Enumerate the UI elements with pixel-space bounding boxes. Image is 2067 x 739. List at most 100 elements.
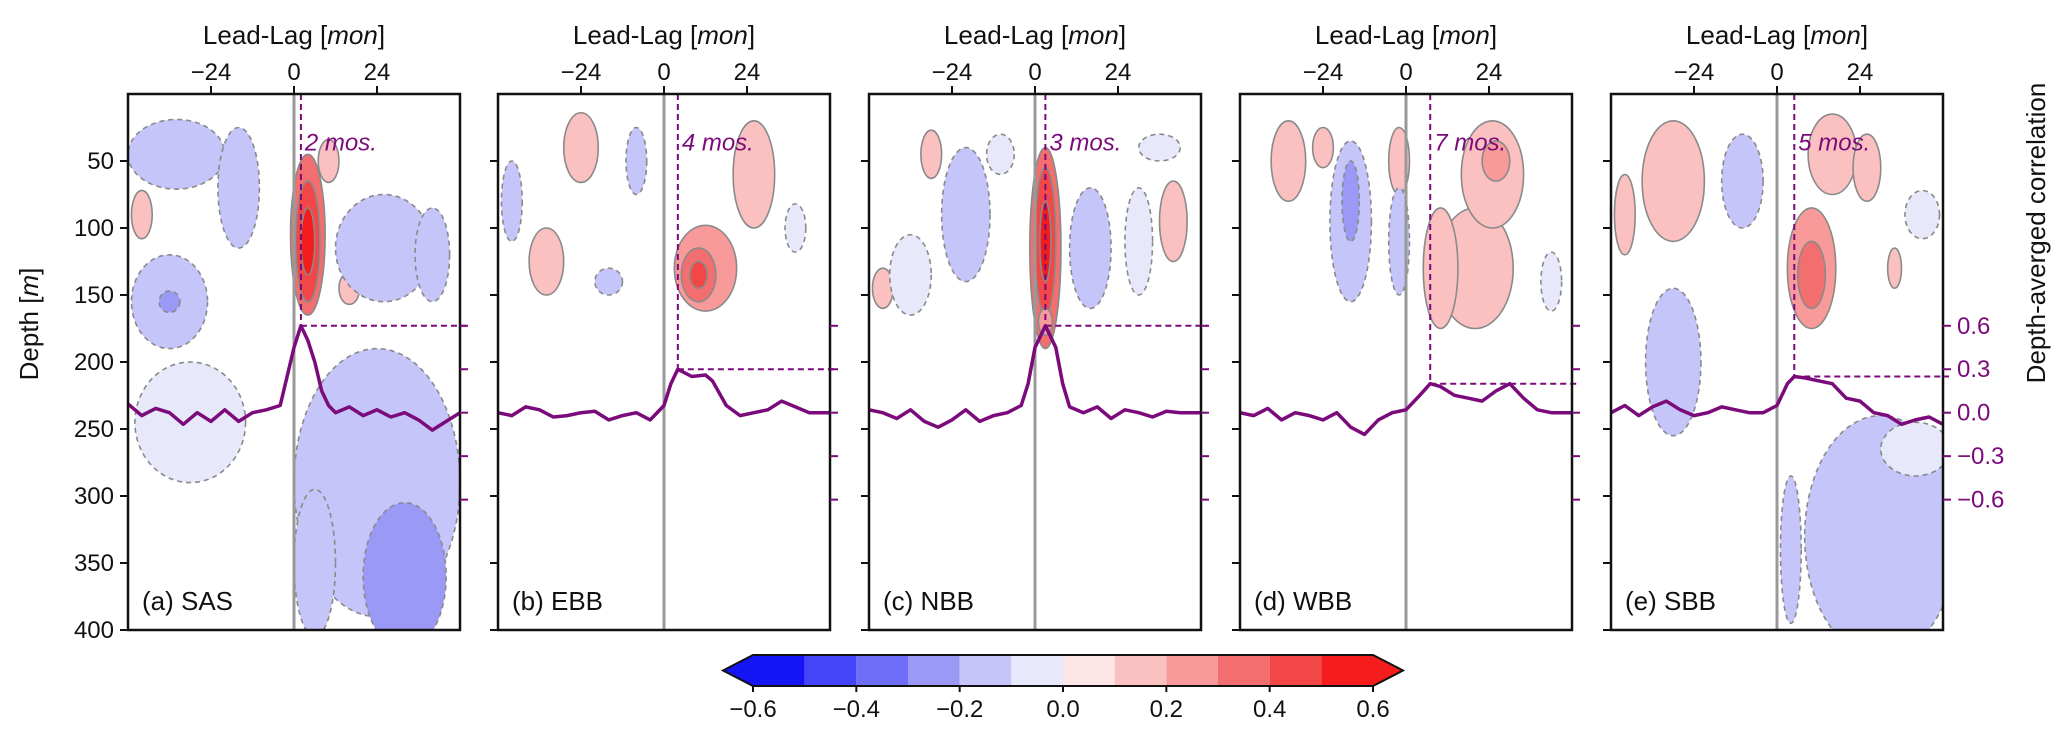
lag-annotation: 4 mos. bbox=[682, 129, 754, 156]
heatmap-cell bbox=[1270, 120, 1307, 203]
heatmap-cell bbox=[940, 146, 991, 283]
depth-averaged-correlation-curve bbox=[869, 324, 1201, 429]
heatmap-cell bbox=[689, 260, 709, 290]
panel-4: 7 mos. −24 0 24 Lead-Lag [mon] (d) WBB bbox=[1232, 20, 1580, 632]
right-tick-label: −0.3 bbox=[1957, 443, 2004, 470]
heatmap-cell bbox=[1341, 160, 1361, 243]
lead-lag-axis-title: Lead-Lag [mon] bbox=[944, 20, 1126, 50]
heatmap-cell bbox=[1641, 120, 1706, 243]
colorbar-segment bbox=[908, 655, 960, 686]
colorbar-tick-label: −0.6 bbox=[729, 696, 776, 723]
colorbar-tick-label: 0.2 bbox=[1150, 696, 1183, 723]
colorbar-segment bbox=[959, 655, 1012, 686]
colorbar-segment bbox=[1269, 655, 1322, 686]
heatmap-cell bbox=[1796, 240, 1827, 310]
colorbar-segment bbox=[1063, 655, 1115, 686]
heatmap-field bbox=[1613, 113, 1943, 630]
heatmap-cell bbox=[528, 227, 565, 296]
heatmap-cell bbox=[1068, 187, 1112, 310]
depth-averaged-correlation-curve bbox=[128, 324, 460, 432]
colorbar-tick-label: −0.2 bbox=[936, 696, 983, 723]
heatmap-cell bbox=[784, 203, 807, 253]
lead-lag-axis-title: Lead-Lag [mon] bbox=[573, 20, 755, 50]
heatmap-cell bbox=[500, 160, 524, 243]
lag-annotation: 5 mos. bbox=[1798, 129, 1870, 156]
x-tick-label: 0 bbox=[1770, 59, 1783, 86]
x-tick-label: 24 bbox=[734, 59, 761, 86]
panel-label: (a) SAS bbox=[142, 586, 233, 616]
heatmap-cell bbox=[1037, 307, 1054, 336]
x-tick-label: 0 bbox=[1399, 59, 1412, 86]
heatmap-cell bbox=[1481, 140, 1511, 182]
lag-annotation: 3 mos. bbox=[1049, 129, 1121, 156]
colorbar-segment bbox=[1166, 655, 1218, 686]
depth-averaged-correlation-axis-title: Depth-averged correlation bbox=[2021, 83, 2051, 384]
heatmap-cell bbox=[134, 361, 247, 484]
y-tick-label: 300 bbox=[74, 483, 114, 510]
heatmap-cell bbox=[888, 233, 933, 316]
x-tick-label: 0 bbox=[657, 59, 670, 86]
lag-annotation: 7 mos. bbox=[1434, 129, 1506, 156]
panel-3: 3 mos. −24 0 24 Lead-Lag [mon] (c) NBB bbox=[861, 20, 1209, 632]
colorbar-segment bbox=[1321, 655, 1403, 686]
panel-label: (d) WBB bbox=[1254, 586, 1352, 616]
x-tick-label: −24 bbox=[1674, 59, 1715, 86]
panel-5: 5 mos. −24 0 24 Lead-Lag [mon] 0.6 0.3 0.0 −0.3 −… bbox=[1603, 20, 2004, 632]
heatmap-cell bbox=[625, 126, 648, 196]
heatmap-cell bbox=[985, 133, 1016, 176]
heatmap-field bbox=[500, 111, 807, 312]
heatmap-cell bbox=[293, 488, 337, 630]
y-tick-label: 400 bbox=[74, 617, 114, 644]
panel-2: 4 mos. −24 0 24 Lead-Lag [mon] (b) EBB bbox=[490, 20, 838, 632]
heatmap-cell bbox=[300, 207, 316, 276]
x-tick-label: 24 bbox=[364, 59, 391, 86]
heatmap-cell bbox=[128, 118, 226, 190]
colorbar-tick-label: 0.6 bbox=[1356, 696, 1389, 723]
heatmap-field bbox=[871, 129, 1188, 350]
colorbar-tick-label: 0.0 bbox=[1046, 696, 1079, 723]
panel-label: (c) NBB bbox=[883, 586, 974, 616]
x-tick-label: −24 bbox=[191, 59, 232, 86]
heatmap-cell bbox=[1720, 133, 1764, 229]
y-tick-label: 150 bbox=[74, 282, 114, 309]
colorbar-tick-label: −0.4 bbox=[833, 696, 880, 723]
right-tick-label: 0.3 bbox=[1957, 356, 1990, 383]
heatmap-cell bbox=[1387, 186, 1411, 296]
heatmap-cell bbox=[1540, 251, 1563, 312]
heatmap-cell bbox=[1422, 207, 1459, 330]
colorbar-segment bbox=[1114, 655, 1167, 686]
colorbar-tick-label: 0.4 bbox=[1253, 696, 1286, 723]
heatmap-cell bbox=[1039, 200, 1052, 283]
depth-averaged-correlation-curve bbox=[498, 367, 830, 422]
x-tick-label: 24 bbox=[1847, 59, 1874, 86]
heatmap-cell bbox=[414, 207, 451, 303]
heatmap-cell bbox=[1904, 189, 1941, 240]
panel-label: (b) EBB bbox=[512, 586, 603, 616]
y-tick-label: 200 bbox=[74, 349, 114, 376]
heatmap-cell bbox=[130, 189, 154, 240]
heatmap-cell bbox=[1311, 126, 1335, 169]
y-tick-label: 350 bbox=[74, 550, 114, 577]
heatmap-cell bbox=[920, 129, 943, 180]
heatmap-cell bbox=[317, 138, 340, 184]
labels-layer: Depth [m] Depth-averged correlation bbox=[14, 83, 2051, 384]
x-tick-label: −24 bbox=[561, 59, 602, 86]
x-tick-label: 0 bbox=[1028, 59, 1041, 86]
depth-averaged-correlation-curve bbox=[1611, 374, 1943, 427]
heatmap-cell bbox=[362, 501, 447, 630]
heatmap-cell bbox=[562, 111, 600, 184]
lag-annotation: 2 mos. bbox=[304, 129, 377, 156]
lead-lag-axis-title: Lead-Lag [mon] bbox=[1686, 20, 1868, 50]
colorbar: −0.6 −0.4 −0.2 0.0 0.2 0.4 0.6 bbox=[720, 654, 1406, 723]
x-tick-label: 24 bbox=[1476, 59, 1503, 86]
panel-label: (e) SBB bbox=[1625, 586, 1716, 616]
panel-1: 2 mos. −24 0 24 Lead-Lag [mon] 50 100 150 200 250… bbox=[74, 20, 468, 644]
heatmap-cell bbox=[732, 119, 776, 229]
colorbar-segment bbox=[1011, 655, 1063, 686]
right-tick-label: 0.0 bbox=[1957, 400, 1990, 427]
depth-axis-title: Depth [m] bbox=[14, 268, 44, 381]
y-tick-label: 50 bbox=[87, 148, 114, 175]
heatmap-field bbox=[1270, 119, 1563, 330]
heatmap-cell bbox=[217, 126, 261, 249]
